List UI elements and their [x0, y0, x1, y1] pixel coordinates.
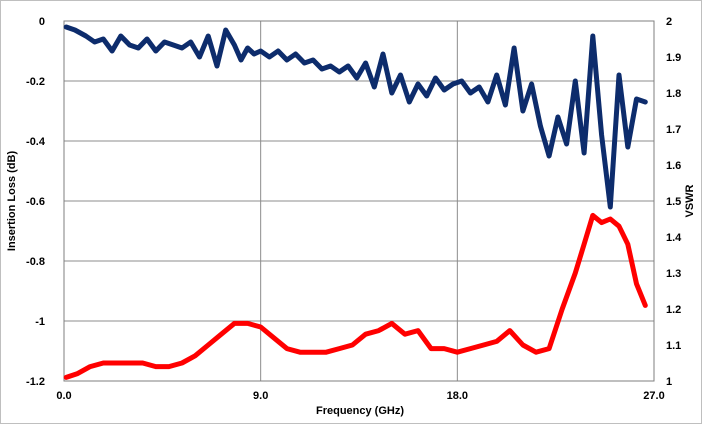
y-tick-label: -0.6 — [26, 196, 45, 208]
y2-tick-label: 2 — [666, 16, 672, 28]
y2-tick-label: 1.3 — [666, 268, 681, 280]
left-axis-ticks: 0 -0.2 -0.4 -0.6 -0.8 -1 -1.2 — [26, 16, 46, 388]
x-tick-label: 0.0 — [56, 390, 71, 402]
x-tick-label: 18.0 — [447, 390, 468, 402]
y-tick-label: -0.8 — [26, 256, 45, 268]
x-tick-label: 27.0 — [643, 390, 664, 402]
y-tick-label: -0.2 — [26, 76, 45, 88]
y-tick-label: -0.4 — [26, 136, 46, 148]
y2-tick-label: 1.2 — [666, 304, 681, 316]
y-axis-title: Insertion Loss (dB) — [6, 151, 18, 252]
right-axis-ticks: 2 1.9 1.8 1.7 1.6 1.5 1.4 1.3 1.2 1.1 1 — [666, 16, 682, 388]
series-layer — [63, 24, 648, 380]
y-tick-label: 0 — [39, 16, 45, 28]
y2-axis-title: VSWR — [684, 184, 696, 217]
y2-tick-label: 1.8 — [666, 88, 681, 100]
x-tick-label: 9.0 — [253, 390, 268, 402]
insertion-loss-series-line — [63, 24, 648, 210]
y2-tick-label: 1 — [666, 376, 672, 388]
y2-tick-label: 1.7 — [666, 124, 681, 136]
vswr-series-line — [63, 212, 648, 380]
x-axis-ticks: 0.0 9.0 18.0 27.0 — [56, 390, 664, 402]
y2-tick-label: 1.5 — [666, 196, 681, 208]
x-axis-title: Frequency (GHz) — [316, 405, 404, 417]
y2-tick-label: 1.1 — [666, 340, 681, 352]
plot-area — [63, 20, 655, 382]
plot-border — [63, 20, 655, 382]
y-tick-label: -1 — [35, 316, 45, 328]
y2-tick-label: 1.9 — [666, 52, 681, 64]
y2-tick-label: 1.4 — [666, 232, 682, 244]
y2-tick-label: 1.6 — [666, 160, 681, 172]
y-tick-label: -1.2 — [26, 376, 45, 388]
